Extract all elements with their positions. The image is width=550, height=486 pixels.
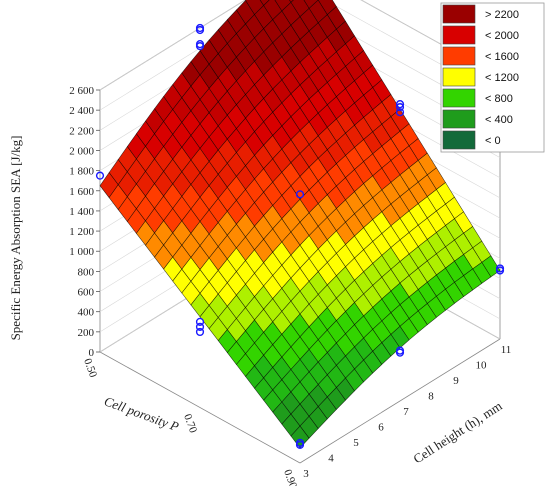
observation-point — [195, 40, 205, 49]
observation-point — [395, 108, 405, 117]
observation-point — [295, 190, 305, 199]
legend-swatch — [442, 25, 476, 45]
z-tick-label: 2 400 — [69, 105, 94, 117]
legend-swatch — [442, 46, 476, 66]
legend-label: < 800 — [485, 93, 513, 105]
z-tick-label: 400 — [78, 307, 95, 319]
z-axis-label: Specific Energy Absorption SEA [J/kg] — [8, 136, 23, 341]
z-tick-label: 2 600 — [69, 85, 94, 97]
response-surface — [99, 0, 501, 449]
z-gridline — [99, 0, 501, 111]
z-tick-label: 800 — [78, 266, 95, 278]
observation-point — [395, 100, 405, 109]
legend-swatch — [442, 67, 476, 87]
observation-point — [495, 264, 505, 273]
legend-label: < 2000 — [485, 30, 519, 42]
y-tick-label: 8 — [428, 391, 434, 403]
legend-swatch — [442, 130, 476, 150]
legend-label: < 0 — [485, 135, 501, 147]
z-gridline — [99, 0, 501, 91]
y-tick-label: 10 — [476, 360, 488, 372]
box-edge — [99, 351, 301, 464]
legend-label: < 1200 — [485, 72, 519, 84]
box-edge — [299, 338, 501, 464]
observation-point — [195, 327, 205, 337]
observation-point — [295, 438, 305, 447]
x-axis-label: Cell porosity P — [102, 393, 181, 434]
legend: > 2200 < 2000 < 1600 < 1200 < 800 < 400 < 0 — [440, 2, 545, 153]
x-tick-label: 0.50 — [81, 357, 99, 380]
legend-label: < 400 — [485, 114, 513, 126]
observation-point — [395, 103, 405, 112]
y-tick-label: 9 — [453, 375, 459, 387]
observation-point — [195, 322, 205, 331]
legend-label: > 2200 — [485, 9, 519, 21]
z-tick-label: 0 — [89, 347, 95, 359]
legend-swatch — [442, 88, 476, 108]
axis-ticks: 2 600 2 400 2 200 2 000 1 800 1 600 1 400 1 200… — [69, 85, 511, 486]
observation-point — [95, 171, 105, 180]
observation-point — [195, 23, 205, 33]
x-tick-label: 0.90 — [281, 468, 299, 486]
z-tick-label: 2 000 — [69, 145, 94, 157]
legend-swatch — [442, 4, 476, 24]
y-tick-label: 11 — [501, 344, 512, 356]
z-tick-label: 1 400 — [69, 206, 94, 218]
y-tick-label: 7 — [403, 406, 409, 418]
legend-swatch — [442, 109, 476, 129]
z-tick-label: 1 800 — [69, 166, 94, 178]
z-tick-label: 2 200 — [69, 125, 94, 137]
z-tick-label: 200 — [78, 327, 95, 339]
y-tick-label: 5 — [353, 437, 359, 449]
z-tick-label: 1 600 — [69, 186, 94, 198]
legend-label: < 1600 — [485, 51, 519, 63]
z-tick-label: 1 200 — [69, 226, 94, 238]
y-tick-label: 6 — [378, 422, 384, 434]
y-tick-label: 4 — [328, 453, 334, 465]
observed-points — [95, 23, 505, 449]
z-tick-label: 1 000 — [69, 246, 94, 258]
y-axis-label: Cell height (h), mm — [410, 398, 504, 466]
observation-point — [195, 317, 205, 326]
observation-point — [395, 346, 405, 355]
y-tick-label: 3 — [303, 468, 309, 480]
x-tick-label: 0.70 — [181, 412, 199, 435]
z-tick-label: 600 — [78, 287, 95, 299]
